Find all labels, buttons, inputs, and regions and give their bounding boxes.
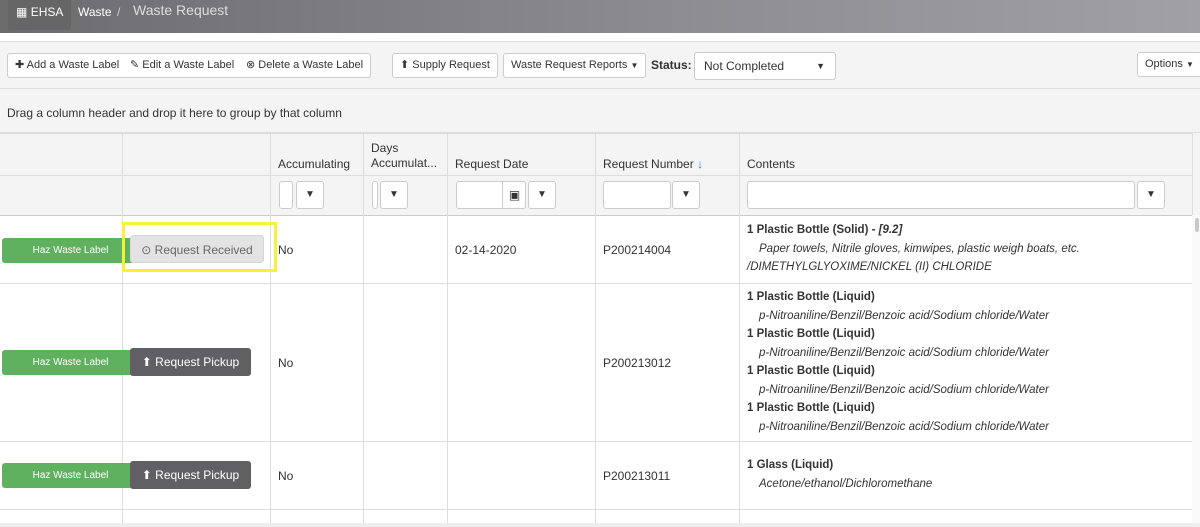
request-pickup-button[interactable]: ⬆ Request Pickup (130, 461, 251, 489)
filter-icon[interactable]: ▼ (528, 181, 556, 209)
contents-cell: 1 Plastic Bottle (Liquid) p-Nitroaniline/… (747, 291, 1049, 433)
delete-waste-label-button[interactable]: ⊗ Delete a Waste Label (239, 53, 372, 78)
group-panel[interactable]: Drag a column header and drop it here to… (0, 88, 1200, 133)
breadcrumb-separator: / (117, 5, 121, 19)
request-number-filter-input[interactable] (603, 181, 671, 209)
haz-waste-label-button[interactable]: Haz Waste Label (2, 350, 139, 375)
breadcrumb-waste[interactable]: Waste (78, 5, 112, 19)
edit-waste-label-button[interactable]: ✎ Edit a Waste Label (123, 53, 243, 78)
scrollbar-thumb[interactable] (1195, 218, 1199, 232)
supply-request-button[interactable]: ⬆ Supply Request (392, 53, 498, 78)
filter-icon[interactable]: ▼ (1137, 181, 1165, 209)
status-label: Status: (651, 58, 692, 72)
circle-x-icon: ⊗ (246, 59, 256, 71)
arrow-up-circle-icon: ⬆ (141, 355, 152, 369)
column-header-request-date[interactable]: Request Date (455, 157, 529, 171)
request-number-cell: P200213012 (603, 356, 672, 370)
accumulating-filter-input[interactable] (279, 181, 293, 209)
request-number-cell: P200213011 (603, 469, 671, 483)
app-home-link[interactable]: ▦ EHSA (8, 0, 72, 30)
add-waste-label-button[interactable]: ✚ Add a Waste Label (7, 53, 128, 78)
column-header-contents[interactable]: Contents (747, 157, 796, 171)
highlight-box (122, 222, 277, 272)
top-bar: ▦ EHSA Waste / Waste Request (0, 0, 1200, 33)
caret-down-icon: ▼ (1185, 60, 1194, 69)
request-received-button[interactable]: ⊙ Request Received (130, 235, 264, 263)
accumulating-cell: No (278, 356, 294, 370)
haz-waste-label-button[interactable]: Haz Waste Label (2, 463, 139, 488)
days-filter-input[interactable] (372, 181, 378, 209)
accumulating-cell: No (278, 469, 294, 483)
request-date-filter-input[interactable] (456, 181, 526, 209)
column-header-request-number[interactable]: Request Number ↓ (603, 157, 704, 171)
request-pickup-button[interactable]: ⬆ Request Pickup (130, 348, 251, 376)
check-circle-icon: ⊙ (141, 243, 152, 257)
sort-descending-icon: ↓ (697, 157, 704, 171)
column-header-days-accumulating[interactable]: Days Accumulat... (371, 141, 438, 170)
contents-cell: 1 Glass (Liquid) Acetone/ethanol/Dichloro… (747, 459, 933, 490)
filter-icon[interactable]: ▼ (296, 181, 324, 209)
haz-waste-label-button[interactable]: Haz Waste Label (2, 238, 139, 263)
filter-icon[interactable]: ▼ (672, 181, 700, 209)
caret-down-icon: ▼ (816, 61, 825, 71)
calendar-icon[interactable]: ▣ (502, 182, 526, 208)
waste-request-reports-dropdown[interactable]: Waste Request Reports ▼ (503, 53, 647, 78)
column-header-accumulating[interactable]: Accumulating (278, 157, 351, 171)
grid-icon: ▦ (16, 5, 28, 19)
breadcrumb-current: Waste Request (133, 2, 229, 18)
request-number-cell: P200214004 (603, 243, 672, 257)
arrow-up-circle-icon: ⬆ (141, 468, 152, 482)
accumulating-cell: No (278, 243, 294, 257)
filter-icon[interactable]: ▼ (380, 181, 408, 209)
status-select[interactable]: Not Completed ▼ (694, 52, 836, 80)
contents-cell: 1 Plastic Bottle (Solid) - [9.2] Paper t… (747, 224, 1080, 273)
vertical-scrollbar[interactable] (1192, 215, 1200, 523)
request-date-cell: 02-14-2020 (455, 243, 517, 257)
contents-filter-input[interactable] (747, 181, 1135, 209)
caret-down-icon: ▼ (630, 61, 639, 70)
options-dropdown[interactable]: Options ▼ (1137, 52, 1200, 77)
upload-icon: ⬆ (400, 59, 410, 71)
plus-icon: ✚ (15, 59, 25, 71)
pencil-icon: ✎ (130, 59, 140, 71)
